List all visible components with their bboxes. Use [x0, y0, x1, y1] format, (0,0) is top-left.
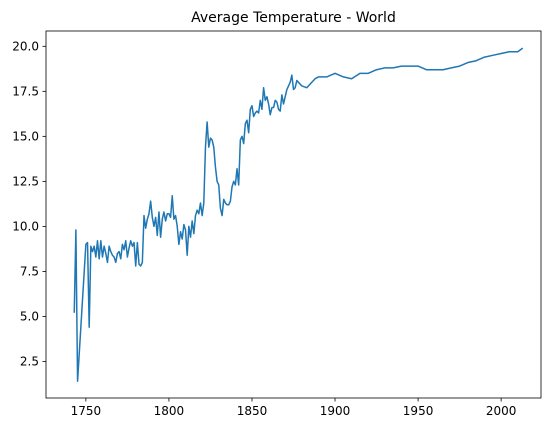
- x-tick-label: 1900: [320, 404, 351, 418]
- x-tick-label: 1800: [154, 404, 185, 418]
- y-tick-label: 7.5: [20, 264, 39, 278]
- y-tick-label: 15.0: [12, 129, 39, 143]
- plot-frame: [45, 30, 542, 399]
- y-tick-label: 10.0: [12, 219, 39, 233]
- y-tick-label: 20.0: [12, 39, 39, 53]
- x-tick-label: 1750: [71, 404, 102, 418]
- chart-title: Average Temperature - World: [191, 10, 396, 26]
- x-tick-label: 1950: [403, 404, 434, 418]
- y-tick-label: 5.0: [20, 309, 39, 323]
- y-tick-label: 2.5: [20, 354, 39, 368]
- y-tick-label: 17.5: [12, 84, 39, 98]
- y-tick-label: 12.5: [12, 174, 39, 188]
- x-tick-label: 1850: [237, 404, 268, 418]
- x-tick-label: 2000: [486, 404, 517, 418]
- line: [73, 47, 524, 382]
